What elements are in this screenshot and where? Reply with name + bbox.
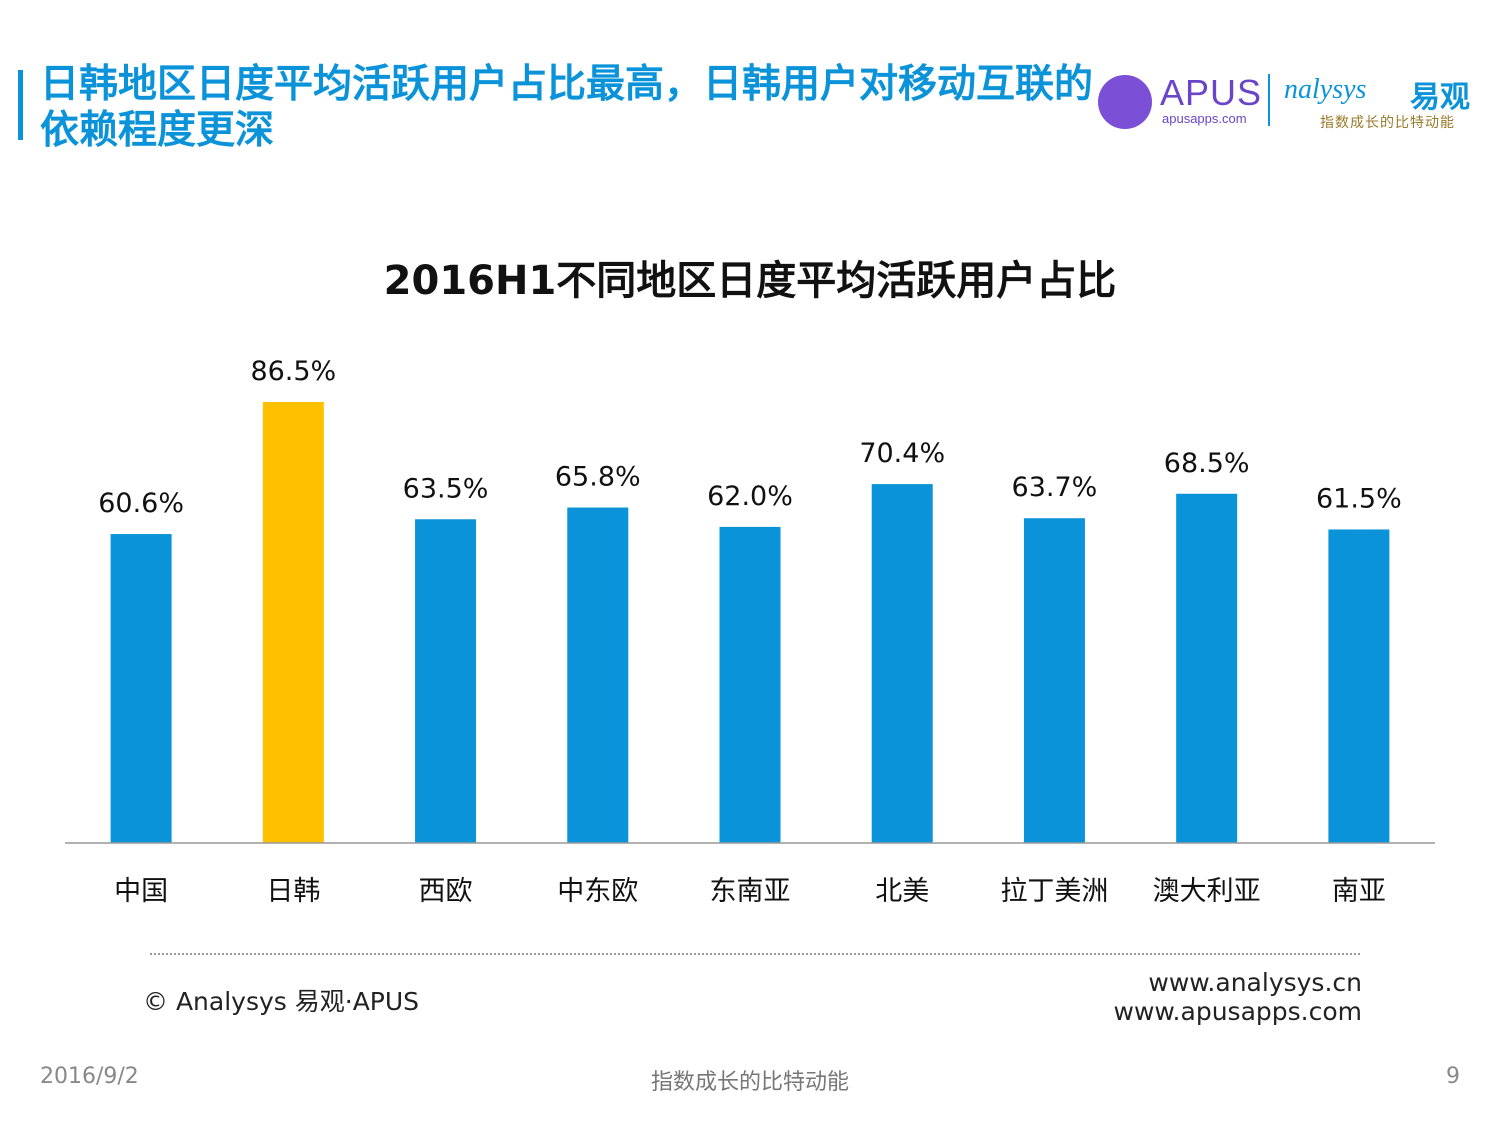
footer-slogan: 指数成长的比特动能 — [650, 1070, 849, 1095]
copyright-text: © Analysys 易观·APUS — [143, 987, 420, 1016]
bar — [1176, 493, 1238, 843]
page-headline: 日韩地区日度平均活跃用户占比最高，日韩用户对移动互联的依赖程度更深 — [40, 62, 1094, 153]
analysys-logo-text: nalysys — [1284, 74, 1367, 105]
footer-date: 2016/9/2 — [40, 1064, 139, 1089]
analysys-logo-slogan: 指数成长的比特动能 — [1320, 115, 1455, 131]
category-label: 拉丁美洲 — [1000, 876, 1108, 907]
apus-logo-url: apusapps.com — [1162, 111, 1247, 126]
bar — [1023, 518, 1085, 843]
apus-logo-text: APUS — [1160, 72, 1263, 113]
category-label: 日韩 — [266, 876, 320, 907]
data-label: 60.6% — [98, 488, 184, 519]
bar — [262, 402, 324, 843]
bar — [567, 507, 629, 843]
apus-url: www.apusapps.com — [1113, 997, 1362, 1026]
bar — [1328, 529, 1390, 843]
chart-title: 2016H1不同地区日度平均活跃用户占比 — [383, 258, 1117, 304]
data-label: 62.0% — [707, 481, 793, 512]
apus-logo-icon — [1098, 75, 1152, 129]
data-label: 63.7% — [1012, 472, 1098, 503]
data-label: 61.5% — [1316, 483, 1402, 514]
page-number: 9 — [1446, 1064, 1460, 1089]
category-label: 东南亚 — [710, 876, 791, 907]
data-label: 68.5% — [1164, 448, 1250, 479]
category-label: 中东欧 — [557, 876, 638, 907]
logo-divider — [1268, 74, 1270, 126]
data-label: 70.4% — [859, 438, 945, 469]
analysys-url: www.analysys.cn — [1148, 968, 1362, 997]
bar — [719, 526, 781, 843]
category-label: 南亚 — [1332, 876, 1386, 907]
category-label: 北美 — [875, 876, 929, 907]
data-label: 63.5% — [403, 473, 489, 504]
category-label: 西欧 — [419, 876, 473, 907]
analysys-logo-cn: 易观 — [1410, 80, 1470, 115]
data-label: 65.8% — [555, 462, 641, 493]
category-label: 澳大利亚 — [1153, 876, 1261, 907]
data-label: 86.5% — [250, 356, 336, 387]
bar — [110, 534, 172, 843]
footer-separator — [150, 953, 1360, 955]
category-label: 中国 — [114, 876, 168, 907]
title-accent-bar — [18, 70, 23, 140]
bar — [415, 519, 477, 843]
bar — [871, 484, 933, 843]
